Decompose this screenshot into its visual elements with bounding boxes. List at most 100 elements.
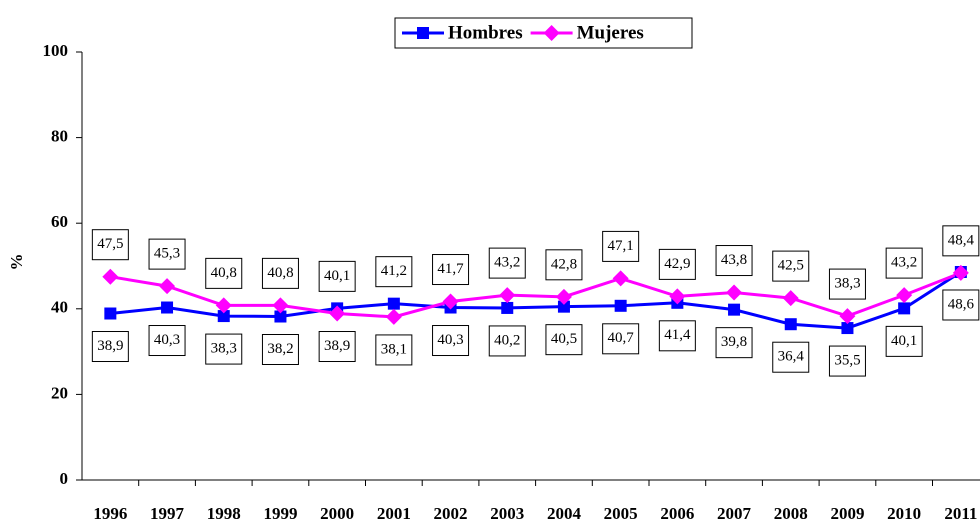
value-label: 41,4 [664, 327, 691, 343]
value-label-box [148, 325, 186, 357]
value-label: 42,5 [778, 258, 804, 274]
value-label-box [942, 225, 980, 257]
value-label: 41,2 [381, 263, 407, 279]
value-label-box [658, 248, 696, 280]
marker [784, 318, 797, 331]
x-tick-label: 2004 [547, 504, 582, 523]
x-tick-label: 2011 [944, 504, 977, 523]
marker [217, 310, 230, 323]
marker [385, 308, 402, 325]
value-label: 38,9 [324, 338, 350, 354]
value-label-box [205, 333, 243, 365]
value-label-box [432, 325, 470, 357]
value-label: 47,1 [608, 238, 634, 254]
x-tick-label: 2008 [774, 504, 808, 523]
value-label-box [602, 230, 640, 262]
value-label: 42,8 [551, 256, 577, 272]
x-tick-label: 2006 [660, 504, 694, 523]
legend-label: Mujeres [577, 22, 644, 43]
y-tick-label: 80 [51, 127, 68, 146]
value-label: 48,4 [948, 232, 975, 248]
marker [557, 300, 570, 313]
x-tick-label: 2001 [377, 504, 411, 523]
series-line [110, 271, 962, 319]
marker [159, 278, 176, 295]
marker [555, 288, 572, 305]
x-tick-label: 1997 [150, 504, 185, 523]
y-tick-label: 60 [51, 212, 68, 231]
value-label: 40,3 [437, 332, 463, 348]
x-tick-label: 2005 [604, 504, 638, 523]
value-label: 40,1 [324, 268, 350, 284]
marker [274, 310, 287, 323]
value-label-box [658, 320, 696, 352]
value-label-box [375, 334, 413, 366]
marker [896, 287, 913, 304]
marker [161, 301, 174, 314]
value-label-box [545, 324, 583, 356]
value-label: 42,9 [664, 256, 690, 272]
value-label: 39,8 [721, 334, 747, 350]
value-label: 45,3 [154, 246, 180, 262]
value-label: 40,2 [494, 332, 520, 348]
marker [898, 302, 911, 315]
marker [499, 287, 516, 304]
marker [669, 288, 686, 305]
value-label-box [715, 245, 753, 277]
x-tick-label: 1998 [207, 504, 241, 523]
x-tick-label: 2000 [320, 504, 354, 523]
value-label-box [772, 250, 810, 282]
x-tick-label: 1999 [263, 504, 297, 523]
y-tick-label: 40 [51, 298, 68, 317]
y-tick-label: 20 [51, 383, 68, 402]
value-label-box [942, 289, 980, 321]
value-label: 35,5 [834, 352, 860, 368]
y-axis-label: % [7, 254, 26, 271]
value-label: 38,3 [834, 276, 860, 292]
marker [442, 293, 459, 310]
value-label: 40,1 [891, 333, 917, 349]
value-label-box [772, 341, 810, 373]
value-label: 47,5 [97, 236, 123, 252]
marker [543, 25, 560, 41]
marker [726, 284, 743, 301]
marker [329, 305, 346, 322]
x-tick-label: 2003 [490, 504, 524, 523]
marker [417, 27, 429, 39]
value-label: 48,6 [948, 296, 975, 312]
value-label: 38,9 [97, 338, 123, 354]
value-label: 38,1 [381, 341, 407, 357]
value-label-box [318, 260, 356, 292]
marker [272, 297, 289, 314]
value-label-box [261, 257, 299, 289]
marker [104, 307, 117, 320]
value-label-box [828, 268, 866, 300]
value-label: 38,2 [267, 341, 293, 357]
legend: Hombres Mujeres [394, 17, 693, 49]
value-label-box [545, 249, 583, 281]
series-line [110, 270, 962, 330]
value-label: 43,2 [891, 255, 917, 271]
value-label-box [91, 331, 129, 363]
value-label: 40,7 [608, 330, 635, 346]
value-label: 41,7 [437, 261, 464, 277]
value-label-box [885, 247, 923, 279]
value-label-box [205, 257, 243, 289]
marker [612, 270, 629, 287]
value-label-box [488, 247, 526, 279]
value-label-box [602, 323, 640, 355]
value-label: 40,8 [211, 265, 237, 281]
value-label-box [148, 238, 186, 270]
marker [952, 264, 969, 281]
y-tick-label: 0 [60, 469, 69, 488]
value-label-box [318, 331, 356, 363]
value-label-box [261, 334, 299, 366]
value-label: 36,4 [778, 349, 805, 365]
x-tick-label: 2009 [830, 504, 864, 523]
marker [782, 290, 799, 307]
value-label-box [715, 327, 753, 359]
value-label-box [488, 325, 526, 357]
value-label-box [91, 229, 129, 261]
value-label: 43,2 [494, 255, 520, 271]
